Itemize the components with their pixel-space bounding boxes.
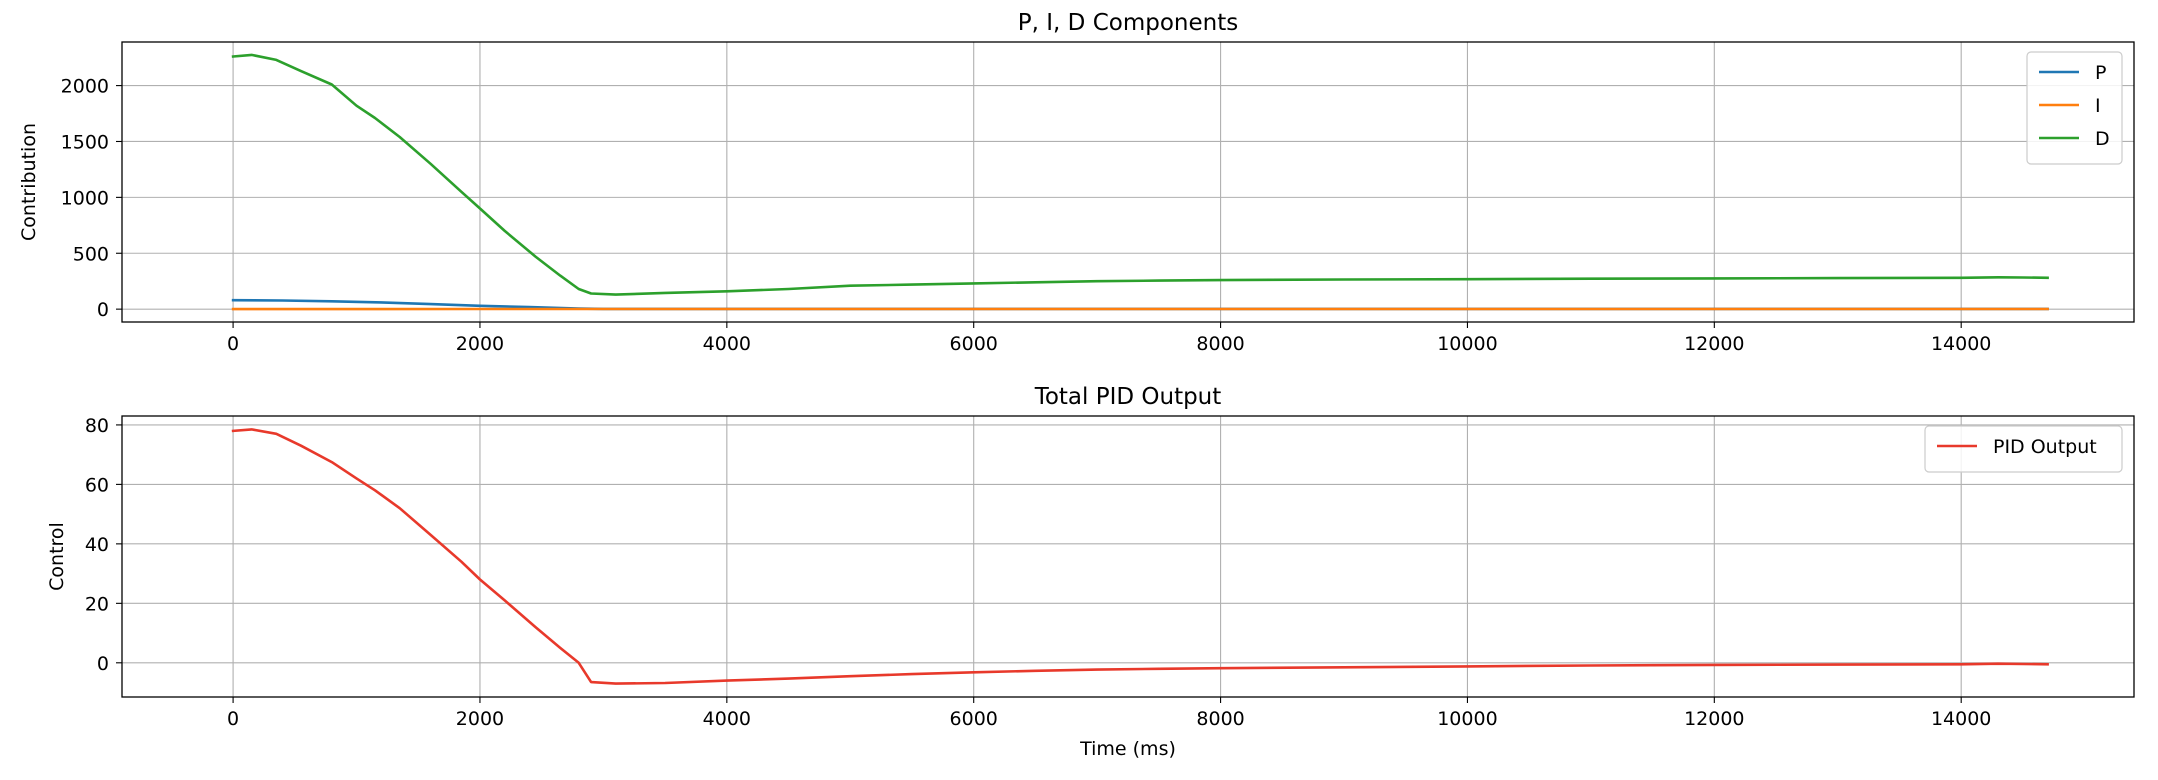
chart-2-title: Total PID Output xyxy=(1034,384,1222,410)
chart-2-plot-area xyxy=(122,416,2134,697)
chart-1-x-tick-label: 8000 xyxy=(1196,333,1244,355)
chart-2-legend xyxy=(1924,425,2123,473)
chart-2-x-tick-label: 6000 xyxy=(950,708,998,730)
chart-2-y-tick-label: 60 xyxy=(85,474,109,496)
chart-1-y-tick-label: 1000 xyxy=(61,187,109,209)
chart-2-x-tick-label: 8000 xyxy=(1196,708,1244,730)
chart-1-x-tick-label: 6000 xyxy=(950,333,998,355)
chart-1-x-tick-label: 0 xyxy=(227,333,239,355)
chart-2-x-axis-label: Time (ms) xyxy=(1079,738,1176,760)
chart-2-y-tick-label: 40 xyxy=(85,534,109,556)
chart-2-x-tick-label: 0 xyxy=(227,708,239,730)
chart-2-y-tick-label: 0 xyxy=(97,653,109,675)
chart-1-y-axis-label: Contribution xyxy=(18,123,40,241)
chart-1-frame xyxy=(121,41,2135,323)
chart-2-x-tick-label: 10000 xyxy=(1437,708,1497,730)
chart-1-title: P, I, D Components xyxy=(1018,10,1238,36)
chart-1-legend-label: I xyxy=(2095,95,2101,117)
chart-1-y-tick-label: 0 xyxy=(97,299,109,321)
chart-1-legend xyxy=(2026,51,2123,165)
chart-2-y-tick-label: 80 xyxy=(85,415,109,437)
chart-2-x-tick-label: 2000 xyxy=(456,708,504,730)
chart-2-y-tick-label: 20 xyxy=(85,593,109,615)
chart-1-y-tick-label: 1500 xyxy=(61,131,109,153)
chart-1-x-tick-label: 2000 xyxy=(456,333,504,355)
chart-1-x-tick-label: 4000 xyxy=(703,333,751,355)
chart-2-frame xyxy=(121,415,2135,698)
chart-1-series-d-line xyxy=(231,53,2049,296)
chart-1-x-tick-label: 10000 xyxy=(1437,333,1497,355)
chart-2-x-tick-label: 12000 xyxy=(1684,708,1744,730)
chart-2-x-tick-label: 14000 xyxy=(1931,708,1991,730)
chart-1-legend-label: D xyxy=(2095,128,2110,150)
chart-2-series-pid-output-line xyxy=(231,428,2049,685)
chart-1-x-tick-label: 14000 xyxy=(1931,333,1991,355)
chart-1-legend-label: P xyxy=(2095,62,2106,84)
chart-1-plot-area xyxy=(122,42,2134,322)
chart-1-x-tick-label: 12000 xyxy=(1684,333,1744,355)
chart-2-legend-label: PID Output xyxy=(1993,436,2097,458)
chart-2-x-tick-label: 4000 xyxy=(703,708,751,730)
chart-1-y-tick-label: 500 xyxy=(73,243,109,265)
chart-1-y-tick-label: 2000 xyxy=(61,76,109,98)
chart-2-y-axis-label: Control xyxy=(46,522,68,591)
